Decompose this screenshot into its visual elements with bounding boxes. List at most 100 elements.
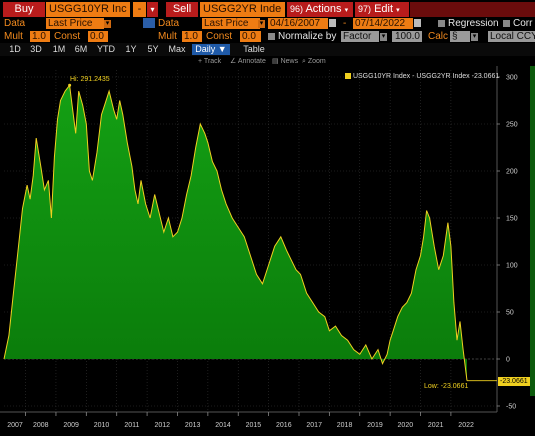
edit-label: Edit (374, 3, 394, 15)
frequency-label: Daily (195, 44, 216, 54)
x-tick-label: 2010 (94, 422, 110, 429)
legend-text: USGG10YR Index - USGG2YR Index -23.0661 (352, 73, 500, 80)
chart-type-icon[interactable] (143, 18, 155, 28)
sell-button[interactable]: Sell (166, 2, 198, 17)
end-date-input[interactable]: 07/14/2022 (353, 18, 413, 29)
right-edge-strip (530, 66, 535, 396)
series-line (3, 84, 468, 381)
corr-checkbox[interactable] (503, 20, 510, 27)
actions-number: 96) (290, 4, 304, 14)
start-date-input[interactable]: 04/16/2007 (268, 18, 328, 29)
mult-input-2[interactable]: 1.0 (182, 31, 202, 42)
x-tick-label: 2014 (215, 422, 231, 429)
actions-label: Actions (305, 3, 342, 15)
normalize-chevron-icon[interactable]: ▾ (380, 33, 387, 41)
const-input-2[interactable]: 0.0 (240, 31, 261, 42)
range-1y[interactable]: 1Y (125, 44, 137, 54)
data-field-2-chevron-icon[interactable]: ▾ (258, 20, 265, 28)
date-separator: - (343, 18, 347, 29)
mult-input-1[interactable]: 1.0 (30, 31, 50, 42)
edit-menu-button[interactable]: 97) Edit ▾ (355, 2, 409, 17)
y-tick-label: -50 (506, 404, 516, 411)
actions-chevron-icon: ▾ (344, 7, 349, 14)
data-field-1-chevron-icon[interactable]: ▾ (104, 20, 111, 28)
series-area (4, 85, 467, 381)
normalize-checkbox[interactable] (268, 33, 275, 40)
data-field-1[interactable]: Last Price (46, 18, 104, 29)
factor-input[interactable]: 100.0 (392, 31, 422, 42)
normalize-select[interactable]: Factor (341, 31, 379, 42)
range-3d[interactable]: 3D (30, 44, 42, 54)
end-calendar-icon[interactable] (414, 19, 421, 27)
normalize-label: Normalize by (278, 31, 337, 42)
x-tick-label: 2020 (398, 422, 414, 429)
sell-security-input[interactable]: USGG2YR Inde (200, 2, 285, 17)
calc-label: Calc (428, 31, 449, 42)
frequency-select[interactable]: Daily ▼ (192, 44, 230, 55)
range-ytd[interactable]: YTD (97, 44, 115, 54)
main-toolbar: Buy USGG10YR Inc - ▾ Sell USGG2YR Inde 9… (0, 1, 535, 18)
currency-select[interactable]: Local CCY (488, 31, 535, 42)
range-5y[interactable]: 5Y (147, 44, 159, 54)
edit-chevron-icon: ▾ (396, 7, 400, 14)
track-label: Track (203, 58, 222, 65)
news-tool[interactable]: ▤ News (272, 57, 298, 67)
frequency-chevron-icon: ▼ (217, 44, 227, 54)
chart-legend: USGG10YR Index - USGG2YR Index -23.0661 (345, 72, 499, 81)
data-field-2[interactable]: Last Price (202, 18, 260, 29)
high-label: Hi: 291.2435 (70, 76, 110, 83)
const-label-1: Const (54, 31, 81, 42)
x-tick-label: 2017 (306, 422, 322, 429)
data-label-2: Data (158, 18, 180, 29)
y-tick-label: 200 (506, 169, 518, 176)
mult-label-2: Mult (158, 31, 177, 42)
buy-dropdown-chevron-icon[interactable]: ▾ (147, 2, 158, 17)
range-1m[interactable]: 1M (52, 44, 66, 54)
const-label-2: Const (206, 31, 233, 42)
news-icon: ▤ (272, 58, 279, 65)
zoom-tool[interactable]: ⌕ Zoom (302, 57, 326, 67)
mult-label-1: Mult (4, 31, 23, 42)
spread-chart[interactable]: -50 0 50 100 150 200 250 300 2007 2008 2009 2010 201… (0, 66, 535, 436)
annotate-tool[interactable]: ∠ Annotate (230, 57, 266, 67)
buy-security-input[interactable]: USGG10YR Inc (46, 2, 130, 17)
x-tick-label: 2021 (428, 422, 444, 429)
track-tool[interactable]: + Track (198, 57, 221, 67)
x-tick-label: 2013 (185, 422, 201, 429)
range-1d[interactable]: 1D (9, 44, 21, 54)
y-tick-label: 50 (506, 310, 514, 317)
data-label-1: Data (4, 18, 26, 29)
x-tick-label: 2011 (124, 422, 139, 429)
minus-field[interactable]: - (133, 2, 146, 17)
edit-number: 97) (358, 4, 372, 14)
y-tick-label: 300 (506, 75, 518, 82)
y-tick-label: 150 (506, 216, 518, 223)
calc-chevron-icon[interactable]: ▾ (471, 33, 478, 41)
x-tick-label: 2015 (246, 422, 262, 429)
regression-checkbox[interactable] (438, 20, 445, 27)
calc-select[interactable]: § (450, 31, 470, 42)
start-calendar-icon[interactable] (329, 19, 336, 27)
legend-swatch (345, 73, 351, 80)
x-tick-label: 2022 (458, 422, 474, 429)
x-tick-label: 2007 (7, 422, 23, 429)
range-6m[interactable]: 6M (74, 44, 88, 54)
x-tick-label: 2018 (337, 422, 353, 429)
zoom-icon: ⌕ (302, 58, 306, 65)
const-input-1[interactable]: 0.0 (88, 31, 108, 42)
last-value-badge: -23.0661 (498, 377, 530, 386)
table-button[interactable]: Table (243, 44, 265, 54)
x-tick-label: 2012 (154, 422, 170, 429)
annotate-label: Annotate (237, 58, 266, 65)
y-tick-label: 0 (506, 357, 510, 364)
high-marker (68, 83, 72, 87)
range-max[interactable]: Max (168, 44, 186, 54)
toolbar-red-fill (410, 2, 535, 17)
multiplier-row: Mult 1.0 Const 0.0 Mult 1.0 Const 0.0 No… (0, 30, 535, 42)
range-bar (0, 43, 535, 56)
x-tick-label: 2009 (63, 422, 79, 429)
actions-menu-button[interactable]: 96) Actions ▾ (287, 2, 353, 17)
x-tick-label: 2008 (33, 422, 49, 429)
news-label: News (280, 58, 299, 65)
buy-button[interactable]: Buy (3, 2, 45, 17)
